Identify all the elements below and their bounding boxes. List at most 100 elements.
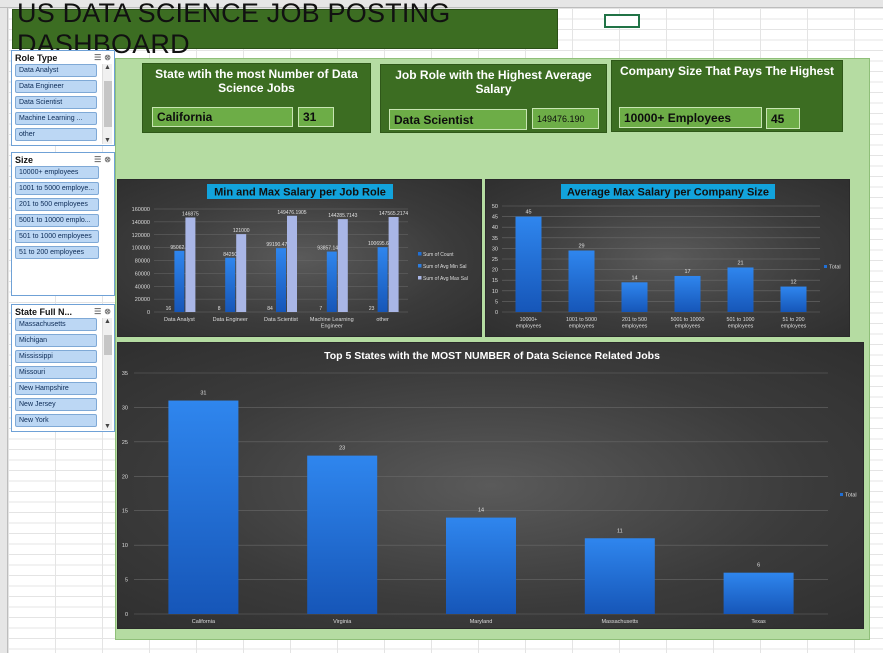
- bar: [727, 267, 754, 312]
- slicer-item[interactable]: 10000+ employees: [15, 166, 99, 179]
- kpi-top-role-label: Job Role with the Highest Average Salary: [395, 68, 592, 96]
- chart-title: Top 5 States with the MOST NUMBER of Dat…: [324, 350, 660, 362]
- clear-filter-icon[interactable]: ⊗: [104, 307, 111, 316]
- data-label: 14: [478, 508, 484, 514]
- chart-top-states[interactable]: Top 5 States with the MOST NUMBER of Dat…: [117, 342, 864, 629]
- scroll-thumb[interactable]: [103, 335, 112, 355]
- kpi-top-state-count: 31: [298, 107, 334, 127]
- selected-cell[interactable]: [604, 14, 640, 28]
- company-size-svg: Average Max Salary per Company Size 0 5 10 1…: [492, 184, 841, 329]
- bar-max-salary: [337, 219, 348, 312]
- slicer-item[interactable]: Machine Learning ...: [15, 112, 97, 125]
- data-label: 147565.2174: [379, 211, 408, 217]
- data-label: 100695.6522: [368, 241, 397, 247]
- scroll-down-icon[interactable]: ▼: [104, 137, 111, 144]
- y-tick-label: 20000: [135, 297, 150, 303]
- bar: [307, 455, 378, 614]
- state-slicer-scrollbar[interactable]: ▲ ▼: [102, 318, 112, 430]
- slicer-item[interactable]: 5001 to 10000 emplo...: [15, 214, 99, 227]
- legend-swatch: [824, 265, 827, 268]
- y-tick-label: 15: [122, 509, 128, 515]
- scroll-down-icon[interactable]: ▼: [104, 423, 111, 430]
- kpi-top-role[interactable]: Job Role with the Highest Average Salary…: [380, 64, 607, 133]
- chart-company-size[interactable]: Average Max Salary per Company Size 0 5 10 1…: [485, 179, 850, 337]
- slicer-item[interactable]: 51 to 200 employees: [15, 246, 99, 259]
- kpi-top-company-count: 45: [766, 108, 800, 129]
- data-label: 146875: [182, 211, 199, 217]
- y-tick-label: 35: [492, 236, 498, 242]
- data-label: 21: [737, 260, 743, 266]
- clear-filter-icon[interactable]: ⊗: [104, 155, 111, 164]
- multi-select-icon[interactable]: ☰: [94, 307, 102, 316]
- dashboard-title-box[interactable]: US DATA SCIENCE JOB POSTING DASHBOARD: [12, 0, 558, 59]
- y-tick-label: 80000: [135, 259, 150, 265]
- bar: [723, 572, 794, 614]
- data-label: 29: [578, 244, 584, 250]
- data-label: 7: [319, 306, 322, 312]
- legend-swatch: [840, 493, 843, 496]
- bar-min-salary: [326, 251, 337, 312]
- slicer-item[interactable]: New Hampshire: [15, 382, 97, 395]
- chart-title: Min and Max Salary per Job Role: [214, 187, 386, 199]
- data-label: 8: [218, 306, 221, 312]
- scroll-up-icon[interactable]: ▲: [104, 64, 111, 71]
- size-slicer[interactable]: Size ☰ ⊗ 10000+ employees 1001 to 5000 e…: [11, 152, 115, 296]
- slicer-item[interactable]: 1001 to 5000 employe...: [15, 182, 99, 195]
- y-tick-label: 60000: [135, 271, 150, 277]
- state-slicer[interactable]: State Full N... ☰ ⊗ Massachusetts Michig…: [11, 304, 115, 432]
- data-label: 23: [369, 306, 375, 312]
- data-label: 45: [525, 210, 531, 216]
- y-tick-label: 40: [492, 225, 498, 231]
- y-tick-label: 45: [492, 215, 498, 221]
- x-tick-label: Massachusetts: [601, 619, 638, 625]
- legend-label: Total: [845, 493, 857, 499]
- x-tick-label: California: [192, 619, 216, 625]
- slicer-item[interactable]: Data Scientist: [15, 96, 97, 109]
- size-slicer-title: Size: [15, 154, 34, 165]
- y-tick-label: 0: [147, 310, 150, 316]
- slicer-item[interactable]: 201 to 500 employees: [15, 198, 99, 211]
- slicer-item[interactable]: New York: [15, 414, 97, 427]
- role-slicer-title: Role Type: [15, 52, 58, 63]
- data-label: 16: [166, 306, 172, 312]
- slicer-item[interactable]: Data Analyst: [15, 64, 97, 77]
- slicer-item[interactable]: New Jersey: [15, 398, 97, 411]
- slicer-item[interactable]: Michigan: [15, 334, 97, 347]
- slicer-item[interactable]: Mississippi: [15, 350, 97, 363]
- kpi-top-state-label: State wtih the most Number of Data Scien…: [155, 67, 358, 95]
- bar-max-salary: [236, 234, 247, 312]
- dashboard-title: US DATA SCIENCE JOB POSTING DASHBOARD: [17, 0, 451, 59]
- scroll-thumb[interactable]: [103, 81, 112, 127]
- y-tick-label: 50: [492, 204, 498, 210]
- role-slicer-scrollbar[interactable]: ▲ ▼: [102, 64, 112, 144]
- slicer-item[interactable]: Massachusetts: [15, 318, 97, 331]
- slicer-item[interactable]: 501 to 1000 employees: [15, 230, 99, 243]
- data-label: 99190.47619: [266, 242, 295, 248]
- x-tick-label: 5001 to 10000 employees: [671, 317, 705, 329]
- slicer-item[interactable]: Missouri: [15, 366, 97, 379]
- data-label: 31: [200, 391, 206, 397]
- data-label: 6: [757, 563, 760, 569]
- y-tick-label: 100000: [132, 246, 150, 252]
- slicer-item[interactable]: other: [15, 128, 97, 141]
- x-tick-label: 501 to 1000 employees: [727, 317, 755, 329]
- clear-filter-icon[interactable]: ⊗: [104, 53, 111, 62]
- x-tick-label: Data Scientist: [264, 317, 298, 323]
- legend-swatch: [418, 264, 422, 268]
- y-tick-label: 25: [492, 257, 498, 263]
- slicer-item[interactable]: Data Engineer: [15, 80, 97, 93]
- row-header-bar: [0, 8, 8, 653]
- kpi-top-state[interactable]: State wtih the most Number of Data Scien…: [142, 63, 371, 133]
- y-tick-label: 10: [492, 289, 498, 295]
- chart-title: Average Max Salary per Company Size: [567, 187, 769, 199]
- bar-max-salary: [287, 215, 297, 312]
- scroll-up-icon[interactable]: ▲: [104, 318, 111, 325]
- chart-min-max-salary[interactable]: Min and Max Salary per Job Role 0 20000 400…: [117, 179, 482, 337]
- kpi-top-company-size[interactable]: Company Size That Pays The Highest 10000…: [611, 60, 843, 132]
- y-tick-label: 120000: [132, 233, 150, 239]
- role-type-slicer[interactable]: Role Type ☰ ⊗ Data Analyst Data Engineer…: [11, 50, 115, 146]
- multi-select-icon[interactable]: ☰: [94, 53, 102, 62]
- multi-select-icon[interactable]: ☰: [94, 155, 102, 164]
- y-tick-label: 20: [492, 268, 498, 274]
- y-tick-label: 25: [122, 440, 128, 446]
